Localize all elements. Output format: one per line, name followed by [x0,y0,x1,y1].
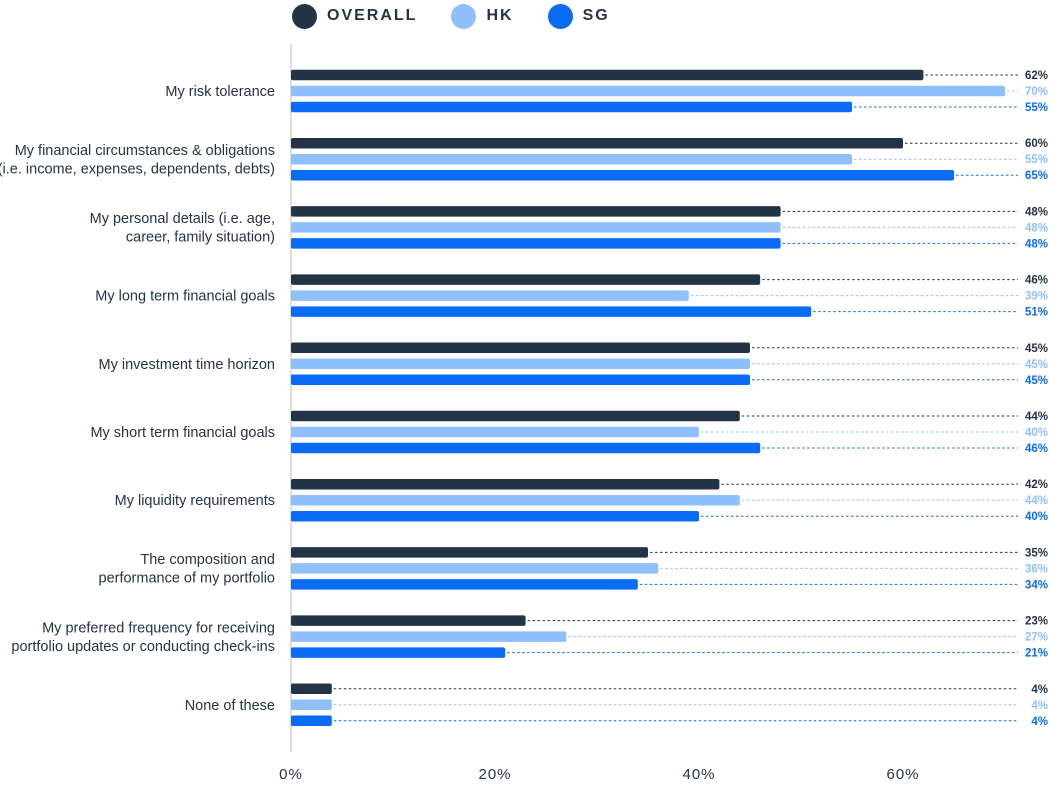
bar-hk [291,222,781,233]
bar-hk [291,563,659,574]
category-label-line: My short term financial goals [90,425,275,441]
category-label-line: (i.e. income, expenses, dependents, debt… [0,161,275,177]
category-label-line: My risk tolerance [165,84,275,100]
bar-sg [291,169,954,181]
category-label: My long term financial goals [95,289,275,305]
value-label: 23% [1025,616,1048,628]
bar-overall [291,410,740,422]
bar-sg [291,510,699,522]
value-label: 45% [1025,343,1048,355]
category-label: My personal details (i.e. age, career, fa… [90,211,275,246]
x-tick-label: 0% [279,766,303,783]
category-label: My financial circumstances & obligations… [0,143,275,178]
category-label: My preferred frequency for receiving port… [11,620,275,655]
bar-overall [291,683,332,695]
value-label: 44% [1025,495,1048,507]
bar-sg [291,647,506,658]
bar-hk [291,153,852,165]
category-label-line: The composition and [140,552,275,568]
bar-overall [291,547,648,558]
bar-sg [291,374,750,386]
chart-legend: OVERALL HK SG [292,2,644,30]
value-label: 27% [1025,632,1048,644]
legend-swatch [292,3,317,29]
legend-swatch [451,3,477,29]
value-label: 21% [1025,648,1048,660]
value-label: 51% [1025,307,1048,319]
x-tick-label: 20% [478,766,511,783]
legend-label: OVERALL [327,7,418,24]
legend-label: SG [582,7,610,24]
bar-sg [291,238,781,249]
bar-sg [291,101,852,113]
value-label: 46% [1025,443,1048,455]
category-label-line: My long term financial goals [95,289,275,305]
category-label-line: My liquidity requirements [115,493,275,509]
bar-sg [291,579,638,590]
bar-overall [291,274,761,285]
value-label: 60% [1025,138,1048,150]
value-label: 36% [1025,563,1048,575]
legend-item-hk: HK [451,3,514,29]
bar-overall [291,615,526,626]
bar-sg [291,715,332,727]
value-label: 40% [1025,427,1048,439]
bar-hk [291,426,699,438]
bar-hk [291,494,740,506]
value-label: 65% [1025,170,1048,182]
value-label: 55% [1025,102,1048,114]
value-label: 48% [1025,206,1048,218]
bar-overall [291,342,750,354]
value-label: 55% [1025,154,1048,166]
value-label: 62% [1025,70,1048,82]
value-label: 44% [1025,411,1048,423]
value-label: 45% [1025,375,1048,387]
value-label: 48% [1025,238,1048,250]
value-label: 4% [1031,716,1048,728]
bar-hk [291,631,567,642]
x-tick-label: 60% [886,766,919,783]
bar-hk [291,85,1005,97]
bar-sg [291,306,812,317]
category-label-line: My preferred frequency for receiving [42,620,275,636]
legend-item-overall: OVERALL [292,3,418,29]
category-label: My investment time horizon [99,357,275,373]
value-label: 4% [1031,684,1048,696]
category-label-line: My personal details (i.e. age, [90,211,275,227]
bar-hk [291,290,689,301]
bar-overall [291,206,781,217]
value-label: 70% [1025,86,1048,98]
legend-label: HK [486,7,514,24]
bar-sg [291,442,761,454]
bar-hk [291,358,750,370]
category-label-line: My investment time horizon [99,357,275,373]
category-label-line: career, family situation) [126,230,275,246]
category-label: None of these [185,698,275,714]
category-label-line: performance of my portfolio [99,571,276,587]
legend-item-sg: SG [547,3,610,29]
value-label: 46% [1025,275,1048,287]
value-label: 40% [1025,511,1048,523]
category-label-line: My financial circumstances & obligations [15,143,275,159]
legend-swatch [547,3,573,29]
category-label: My short term financial goals [90,425,275,441]
bar-overall [291,69,924,81]
category-label: My risk tolerance [165,84,275,100]
bar-overall [291,478,720,490]
value-label: 35% [1025,547,1048,559]
bar-overall [291,137,903,149]
category-label: My liquidity requirements [115,493,275,509]
x-tick-label: 40% [682,766,715,783]
value-label: 45% [1025,359,1048,371]
value-label: 48% [1025,222,1048,234]
value-label: 42% [1025,479,1048,491]
category-label-line: None of these [185,698,275,714]
category-label: The composition and performance of my por… [99,552,276,587]
value-label: 4% [1031,700,1048,712]
bar-hk [291,699,332,711]
category-label-line: portfolio updates or conducting check-in… [11,639,275,655]
value-label: 39% [1025,291,1048,303]
value-label: 34% [1025,579,1048,591]
